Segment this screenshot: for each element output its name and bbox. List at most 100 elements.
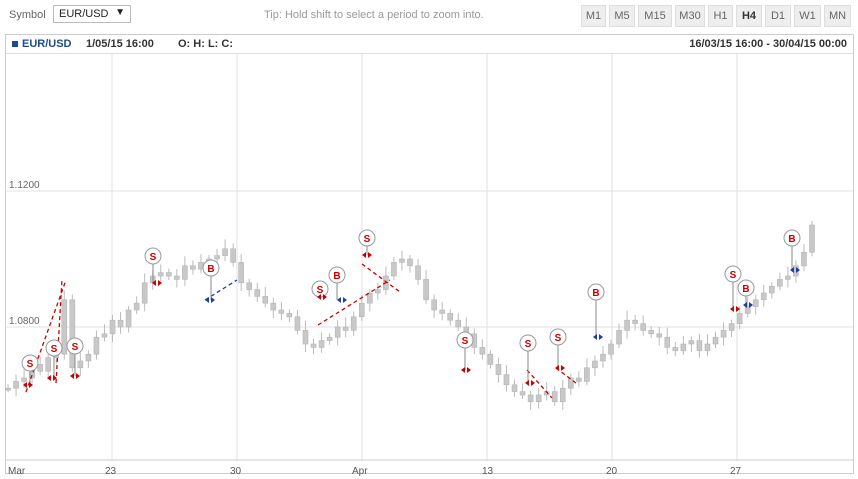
trade-marker-label: S [27,359,34,370]
candle [399,258,405,263]
candle [535,394,542,403]
timeframe-button-m5[interactable]: M5 [609,5,635,27]
trade-line [317,279,391,326]
candle [567,377,574,389]
trade-marker-flag [328,266,346,284]
timeframe-button-m30[interactable]: M30 [675,5,705,27]
candle [157,272,164,277]
candle [117,319,124,328]
trade-arrow [796,267,800,273]
candle [431,299,437,311]
candle [375,289,381,294]
trade-arrow [461,367,465,373]
trade-line [55,278,63,384]
trade-marker-label: S [462,336,469,347]
candle [447,313,454,321]
candle [326,336,333,341]
trade-marker-label: S [555,333,562,344]
candle [752,299,759,307]
trade-marker-flag [144,247,162,265]
candle [664,336,671,348]
trade-marker-label: B [788,234,795,245]
candle [85,353,92,362]
x-tick-label: 13 [482,466,494,477]
candle [768,285,775,294]
trade-arrow [730,306,734,312]
x-tick-label: 23 [105,466,117,477]
candle [37,364,43,372]
trade-arrow [743,302,747,308]
trade-marker-label: S [317,285,324,296]
trade-marker-label: S [730,270,737,281]
candle [720,330,727,338]
candle [101,333,108,338]
chart-frame[interactable] [5,34,854,474]
trade-line [361,263,401,293]
candle [696,340,703,352]
candle [640,323,646,331]
candle [246,282,252,290]
candle [423,279,429,301]
trade-line [204,279,238,301]
candle [278,309,285,314]
candle [656,333,663,338]
trade-arrow [76,373,80,379]
candle [608,343,614,355]
candle [801,251,807,267]
candle [391,262,397,277]
x-tick-label: 30 [230,466,242,477]
trade-arrow [749,302,753,308]
trade-marker-flag [202,259,220,277]
candle [342,326,349,331]
candle [672,347,679,352]
candle [624,319,630,331]
candle [712,336,719,345]
chevron-down-icon: ▼ [115,7,125,18]
symbol-select[interactable]: EUR/USD ▼ [53,5,131,23]
timeframe-button-h4[interactable]: H4 [736,5,762,27]
candle [286,313,293,318]
candle [174,275,180,280]
candle [519,391,526,396]
trade-arrow [323,294,327,300]
timeframe-button-m1[interactable]: M1 [581,5,606,27]
x-tick-label: 27 [730,466,742,477]
trade-marker-flag [358,229,376,247]
candle [109,319,116,335]
candle [302,330,309,345]
candle [133,302,140,311]
timeframe-button-h1[interactable]: H1 [708,5,733,27]
candle [616,330,622,345]
candle [238,262,244,284]
candle [270,302,277,311]
candle [777,279,783,287]
candle [551,391,558,403]
trade-marker-flag [724,265,742,283]
trade-marker-flag [66,337,84,355]
timeframe-button-d1[interactable]: D1 [765,5,791,27]
trade-arrow [531,380,535,386]
timeframe-button-m15[interactable]: M15 [638,5,672,27]
trade-arrow [29,382,33,388]
candle [632,319,638,324]
trade-line [25,279,67,393]
candle [439,309,445,314]
candle [680,343,687,352]
candle [503,374,510,386]
candle [5,387,11,391]
trade-arrow [158,280,162,286]
candle [736,313,743,324]
chart-info-bar: EUR/USD 1/05/15 16:00 O: H: L: C: 16/03/… [6,35,853,54]
x-tick-label: Mar [8,466,26,477]
candle [704,343,711,352]
trade-arrow [736,306,740,312]
timeframe-button-mn[interactable]: MN [824,5,851,27]
trade-line [526,369,553,399]
candle [350,316,357,331]
trade-marker-flag [783,229,801,247]
candle [214,255,220,260]
trade-arrow [205,297,209,303]
timeframe-button-w1[interactable]: W1 [794,5,821,27]
candle [688,340,695,345]
